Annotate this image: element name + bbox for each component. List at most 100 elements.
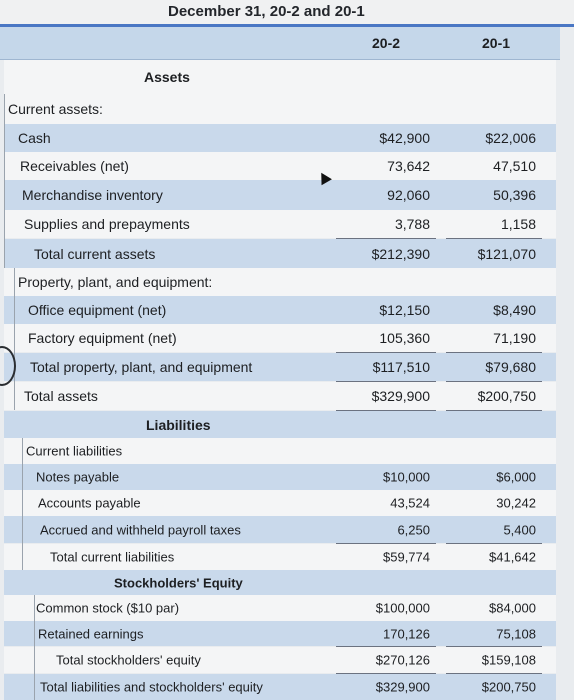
value-20-2: 105,360 [379,330,430,346]
underline [336,673,436,674]
value-20-1: $79,680 [485,359,536,375]
current-liabilities-row: Current liabilities [4,438,556,464]
table-row: Supplies and prepayments 3,788 1,158 [4,210,556,238]
table-row: Factory equipment (net) 105,360 71,190 [4,324,556,352]
liabilities-heading: Liabilities [146,416,211,433]
value-20-1: $41,642 [489,549,536,565]
ppe-label: Property, plant, and equipment: [18,274,213,290]
row-label: Common stock ($10 par) [36,600,180,616]
row-label: Total liabilities and stockholders' equi… [40,679,263,695]
assets-section-row: Assets [4,60,556,94]
table-row: Accrued and withheld payroll taxes 6,250… [4,516,556,543]
row-label: Total property, plant, and equipment [30,359,253,375]
ppe-row: Property, plant, and equipment: [4,268,556,296]
value-20-2: 92,060 [387,187,430,203]
equity-section-row: Stockholders' Equity [4,570,556,595]
underline [446,352,542,353]
table-row: Receivables (net) 73,642 47,510 [4,152,556,180]
equity-heading: Stockholders' Equity [114,575,243,590]
value-20-2: 43,524 [390,495,430,511]
table-row: Merchandise inventory 92,060 50,396 [4,180,556,210]
title-bar: December 31, 20-2 and 20-1 [0,0,574,27]
row-label: Merchandise inventory [22,187,163,203]
underline [336,238,436,239]
column-header-20-1: 20-1 [482,35,511,51]
liabilities-section-row: Liabilities [4,411,556,438]
row-label: Total assets [24,388,98,404]
value-20-2: $329,900 [371,388,430,404]
table-row: Common stock ($10 par) $100,000 $84,000 [4,595,556,621]
underline [446,646,542,647]
statement-date-title: December 31, 20-2 and 20-1 [168,3,365,20]
table-row: Total property, plant, and equipment $11… [4,353,556,381]
underline [336,543,436,544]
value-20-2: $329,900 [375,679,430,695]
label-border [4,94,5,268]
row-label: Total stockholders' equity [56,652,201,668]
table-row: Total current liabilities $59,774 $41,64… [4,544,556,570]
current-liabilities-label: Current liabilities [26,443,123,459]
value-20-1: $6,000 [496,469,536,485]
underline [336,352,436,353]
underline [336,646,436,647]
row-label: Receivables (net) [20,158,129,174]
row-label: Retained earnings [38,626,144,641]
double-underline [446,410,542,411]
value-20-2: $117,510 [372,359,430,375]
value-20-2: 3,788 [394,216,430,232]
value-20-1: 50,396 [493,187,536,203]
value-20-1: $200,750 [477,388,536,404]
value-20-2: $12,150 [379,302,430,318]
value-20-1: $159,108 [481,652,536,668]
value-20-1: 5,400 [503,522,536,537]
row-label: Accrued and withheld payroll taxes [40,522,241,537]
value-20-2: $10,000 [383,469,430,485]
row-label: Factory equipment (net) [28,330,177,346]
column-header-20-2: 20-2 [372,35,401,51]
table-row: Total current assets $212,390 $121,070 [4,239,556,268]
value-20-1: 47,510 [493,158,536,174]
value-20-1: $121,070 [477,245,536,262]
table-row: Office equipment (net) $12,150 $8,490 [4,296,556,324]
row-label: Cash [18,130,51,146]
assets-heading: Assets [144,69,190,85]
value-20-1: 75,108 [496,626,536,641]
value-20-1: 30,242 [496,495,536,511]
value-20-2: 6,250 [397,522,430,537]
underline [336,381,436,382]
value-20-2: $270,126 [375,652,430,668]
row-label: Supplies and prepayments [24,216,190,232]
row-label: Office equipment (net) [28,302,167,318]
value-20-1: $200,750 [481,679,536,695]
row-label: Accounts payable [38,495,141,511]
value-20-2: 73,642 [387,158,430,174]
value-20-2: 170,126 [383,626,430,641]
value-20-2: $42,900 [379,130,430,146]
title-rule [0,24,574,27]
value-20-2: $100,000 [375,600,430,616]
label-border [22,438,23,570]
underline [446,543,542,544]
table-row: Notes payable $10,000 $6,000 [4,464,556,490]
column-header-row: 20-2 20-1 [0,27,560,60]
value-20-2: $212,390 [371,245,430,262]
underline [446,238,542,239]
table-row: Cash $42,900 $22,006 [4,124,556,152]
value-20-1: 71,190 [493,330,536,346]
label-border [14,268,15,410]
row-label: Total current liabilities [50,549,175,565]
table-row: Total assets $329,900 $200,750 [4,382,556,410]
value-20-1: $22,006 [485,130,536,146]
row-label: Total current assets [34,245,156,262]
value-20-1: 1,158 [500,216,536,232]
table-row: Retained earnings 170,126 75,108 [4,621,556,646]
current-assets-row: Current assets: [4,94,556,124]
value-20-1: $84,000 [489,600,536,616]
current-assets-label: Current assets: [8,101,103,117]
table-row: Total liabilities and stockholders' equi… [4,674,556,700]
value-20-2: $59,774 [383,549,430,565]
label-border [34,595,35,700]
table-row: Accounts payable 43,524 30,242 [4,490,556,516]
table-row: Total stockholders' equity $270,126 $159… [4,647,556,673]
row-label: Notes payable [36,469,120,485]
